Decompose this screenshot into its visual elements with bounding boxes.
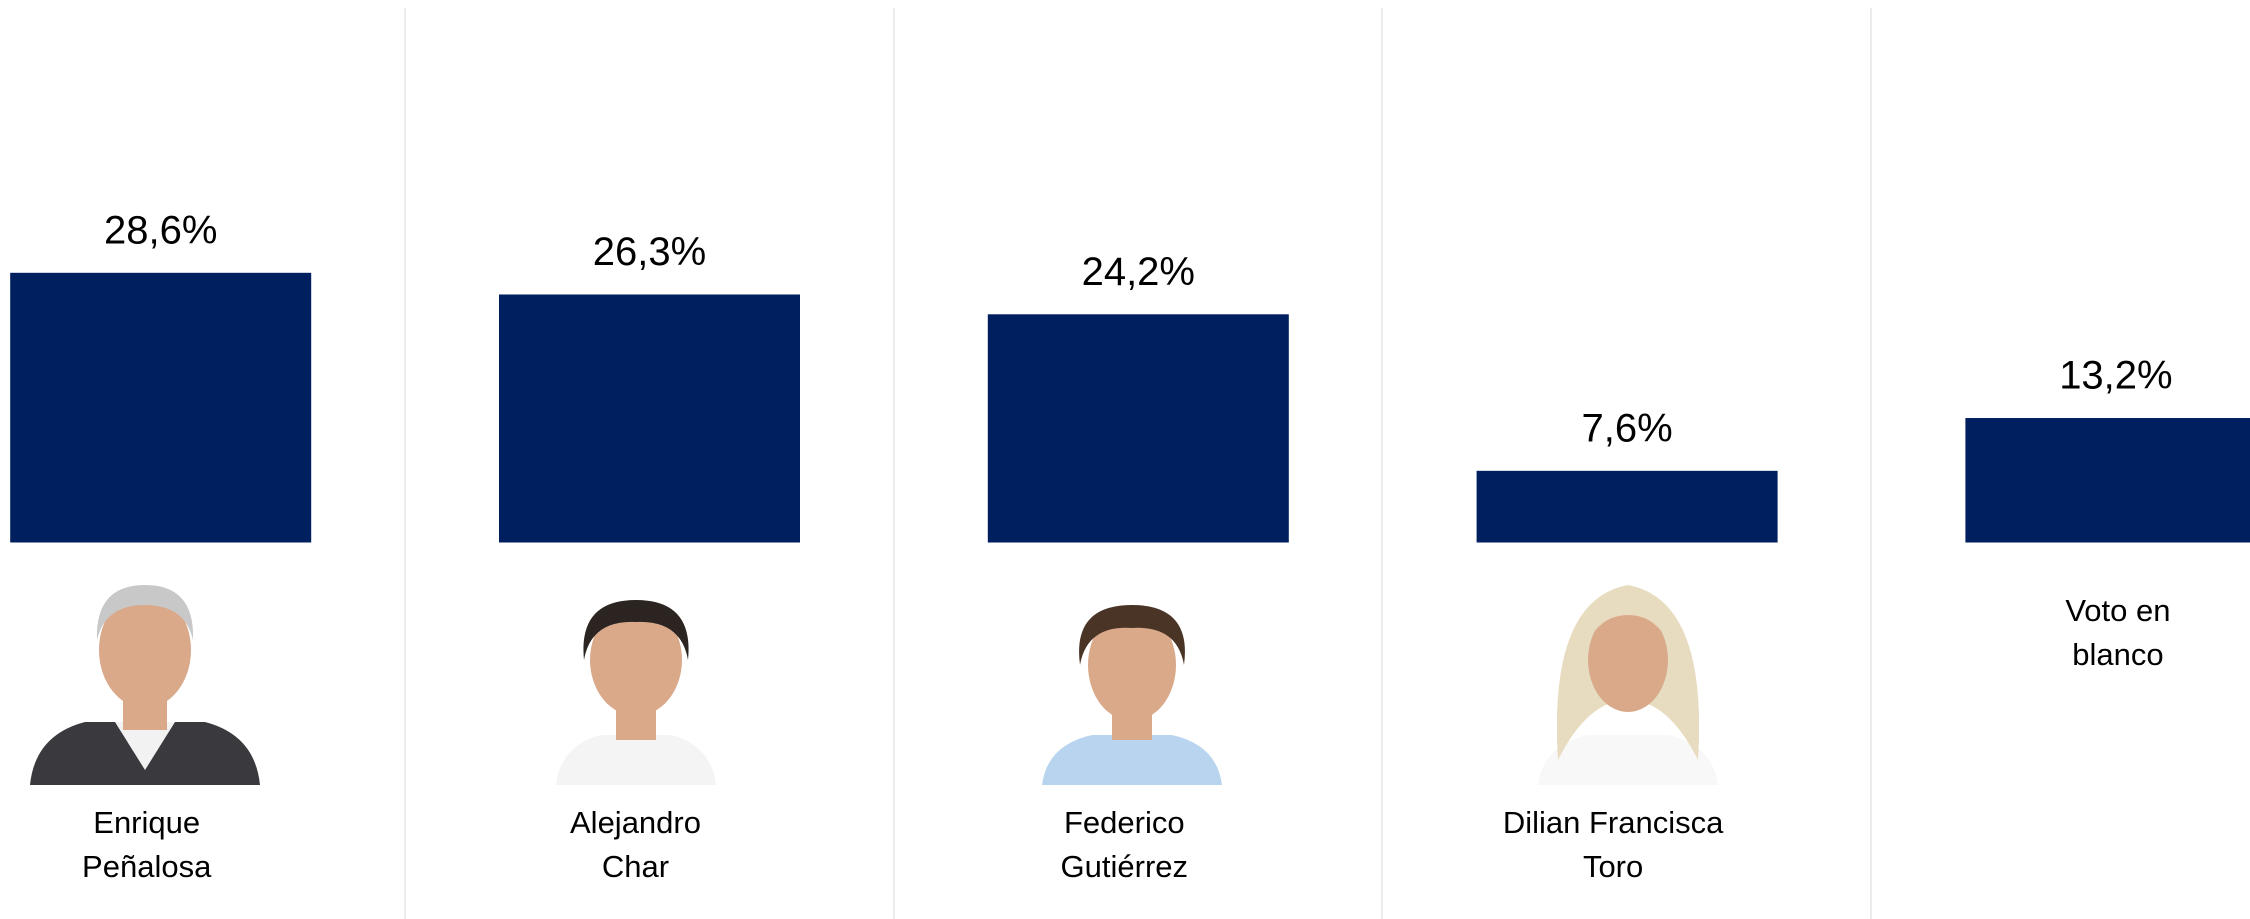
data-label: 28,6% bbox=[104, 208, 217, 252]
data-label: 26,3% bbox=[593, 230, 706, 274]
data-label: 7,6% bbox=[1582, 406, 1673, 450]
data-label: 13,2% bbox=[2059, 354, 2172, 398]
candidate-photo bbox=[1042, 605, 1222, 785]
bar bbox=[10, 272, 312, 543]
candidate-photo bbox=[556, 600, 716, 785]
bar bbox=[987, 314, 1289, 543]
data-label: 24,2% bbox=[1082, 250, 1195, 294]
candidate-photo bbox=[30, 585, 260, 785]
column-dividers bbox=[404, 8, 1872, 919]
candidate-photo bbox=[1538, 585, 1718, 785]
bar bbox=[499, 294, 800, 543]
bar bbox=[1965, 418, 2250, 543]
category-label: Federico Gutiérrez bbox=[1061, 805, 1188, 884]
category-label: Voto en blanco bbox=[2065, 593, 2170, 672]
category-label: Enrique Peñalosa bbox=[82, 805, 212, 884]
category-label: Dilian Francisca Toro bbox=[1503, 805, 1724, 884]
bar bbox=[1476, 470, 1778, 543]
category-label: Alejandro Char bbox=[570, 805, 701, 884]
